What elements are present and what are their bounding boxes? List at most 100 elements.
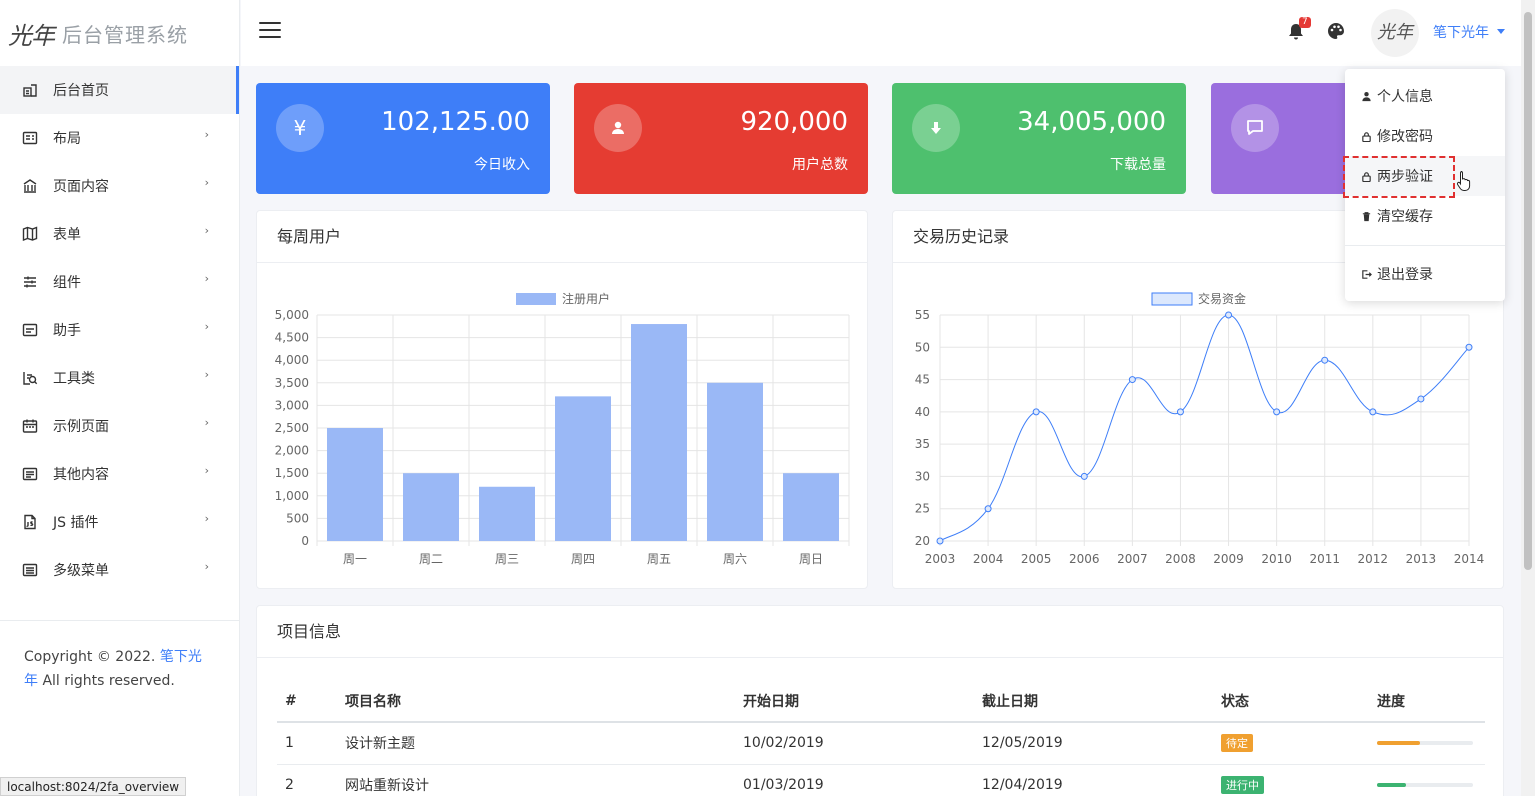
menu-toggle-button[interactable] <box>259 22 281 42</box>
scrollbar-thumb[interactable] <box>1524 12 1532 570</box>
y-tick-label: 4,500 <box>275 331 309 345</box>
data-point <box>1080 472 1088 480</box>
lock-icon <box>1362 131 1371 142</box>
menu-item-clear-cache[interactable]: 清空缓存 <box>1345 196 1505 236</box>
menu-item-profile[interactable]: 个人信息 <box>1345 76 1505 116</box>
bar <box>403 473 459 541</box>
menu-item-change-password[interactable]: 修改密码 <box>1345 116 1505 156</box>
column-header: 开始日期 <box>735 680 974 723</box>
sidebar-item-layout[interactable]: 布局 › <box>0 114 239 162</box>
user-icon <box>1362 91 1371 101</box>
topbar: 7 光年 笔下光年 <box>241 0 1521 66</box>
chevron-right-icon: › <box>204 368 209 381</box>
window-icon <box>22 323 38 337</box>
menu-item-label: 两步验证 <box>1377 169 1433 185</box>
palette-icon[interactable] <box>1327 22 1345 40</box>
y-tick-label: 1,000 <box>275 489 309 503</box>
sidebar-item-label: JS 插件 <box>53 515 99 531</box>
column-header: 项目名称 <box>337 680 735 723</box>
y-tick-label: 1,500 <box>275 466 309 480</box>
row-start: 01/03/2019 <box>735 764 974 796</box>
stat-card-users: 920,000 用户总数 <box>574 83 868 194</box>
progress-bar <box>1377 783 1473 787</box>
x-tick-label: 周二 <box>419 552 443 566</box>
sidebar-item-label: 工具类 <box>53 371 95 387</box>
data-point <box>1032 408 1040 416</box>
sidebar-item-label: 布局 <box>53 131 81 147</box>
column-header: 状态 <box>1213 680 1369 723</box>
progress-fill <box>1377 741 1421 746</box>
layout-icon <box>22 131 38 145</box>
brand[interactable]: 光年 后台管理系统 <box>0 0 239 66</box>
menu-item-two-factor[interactable]: 两步验证 <box>1345 156 1505 196</box>
row-id: 1 <box>277 722 337 765</box>
sidebar-item-components[interactable]: 组件 › <box>0 258 239 306</box>
x-tick-label: 2011 <box>1309 552 1340 566</box>
data-point <box>1321 356 1329 364</box>
caret-down-icon <box>1497 29 1505 34</box>
sidebar-item-form[interactable]: 表单 › <box>0 210 239 258</box>
home-icon <box>23 84 37 97</box>
chevron-right-icon: › <box>204 560 209 573</box>
sidebar-item-utilities[interactable]: 工具类 › <box>0 354 239 402</box>
x-tick-label: 2005 <box>1021 552 1052 566</box>
data-point <box>1417 395 1425 403</box>
bar <box>479 486 535 541</box>
chevron-right-icon: › <box>204 272 209 285</box>
sidebar-item-page-content[interactable]: 页面内容 › <box>0 162 239 210</box>
sidebar-item-js-plugins[interactable]: JS 插件 › <box>0 498 239 546</box>
brand-title: 后台管理系统 <box>62 22 188 47</box>
user-menu-toggle[interactable]: 笔下光年 <box>1433 25 1489 41</box>
x-tick-label: 周五 <box>647 552 671 566</box>
bank-icon <box>23 179 37 193</box>
sidebar-item-other[interactable]: 其他内容 › <box>0 450 239 498</box>
stat-label: 下载总量 <box>1110 157 1166 173</box>
table-row: 1 设计新主题 10/02/2019 12/05/2019 待定 <box>277 722 1485 765</box>
copyright-link[interactable]: 笔下光年 <box>24 649 202 689</box>
sidebar-item-examples[interactable]: 示例页面 › <box>0 402 239 450</box>
y-tick-label: 5,000 <box>275 308 309 322</box>
sidebar-item-label: 后台首页 <box>53 83 109 99</box>
chevron-right-icon: › <box>204 320 209 333</box>
legend-swatch <box>516 293 556 305</box>
y-tick-label: 30 <box>915 469 930 483</box>
legend-label: 交易资金 <box>1198 291 1246 306</box>
menu-item-label: 修改密码 <box>1377 129 1433 145</box>
menu-item-logout[interactable]: 退出登录 <box>1345 254 1505 294</box>
hand-cursor-icon <box>1456 171 1471 191</box>
sidebar-item-home[interactable]: 后台首页 <box>0 66 239 114</box>
x-tick-label: 2006 <box>1069 552 1100 566</box>
bar <box>707 382 763 541</box>
page-scrollbar[interactable] <box>1521 0 1535 796</box>
tools-icon <box>23 372 38 385</box>
progress-bar <box>1377 741 1473 746</box>
x-tick-label: 周三 <box>495 552 519 566</box>
row-start: 10/02/2019 <box>735 722 974 765</box>
status-bar-url: localhost:8024/2fa_overview <box>0 777 187 796</box>
sidebar-item-multilevel-menu[interactable]: 多级菜单 › <box>0 546 239 594</box>
stat-value: 920,000 <box>740 107 848 137</box>
x-tick-label: 2014 <box>1454 552 1485 566</box>
data-point <box>1225 311 1233 319</box>
x-tick-label: 周一 <box>343 552 367 566</box>
sidebar-item-helpers[interactable]: 助手 › <box>0 306 239 354</box>
yen-icon: ¥ <box>276 104 324 152</box>
menu-item-label: 个人信息 <box>1377 89 1433 105</box>
y-tick-label: 40 <box>915 405 930 419</box>
avatar[interactable]: 光年 <box>1371 9 1419 57</box>
y-tick-label: 35 <box>915 437 930 451</box>
x-tick-label: 2012 <box>1358 552 1389 566</box>
bar <box>783 473 839 541</box>
copyright-suffix: All rights reserved. <box>42 673 175 689</box>
x-tick-label: 2013 <box>1406 552 1437 566</box>
x-tick-label: 2009 <box>1213 552 1244 566</box>
series-line <box>939 314 1470 542</box>
sidebar-item-label: 组件 <box>53 275 81 291</box>
y-tick-label: 3,500 <box>275 376 309 390</box>
y-tick-label: 2,500 <box>275 421 309 435</box>
column-header: 截止日期 <box>974 680 1213 723</box>
x-tick-label: 周六 <box>723 552 747 566</box>
sliders-icon <box>24 276 36 288</box>
y-tick-label: 20 <box>915 534 930 548</box>
stat-label: 用户总数 <box>792 157 848 173</box>
